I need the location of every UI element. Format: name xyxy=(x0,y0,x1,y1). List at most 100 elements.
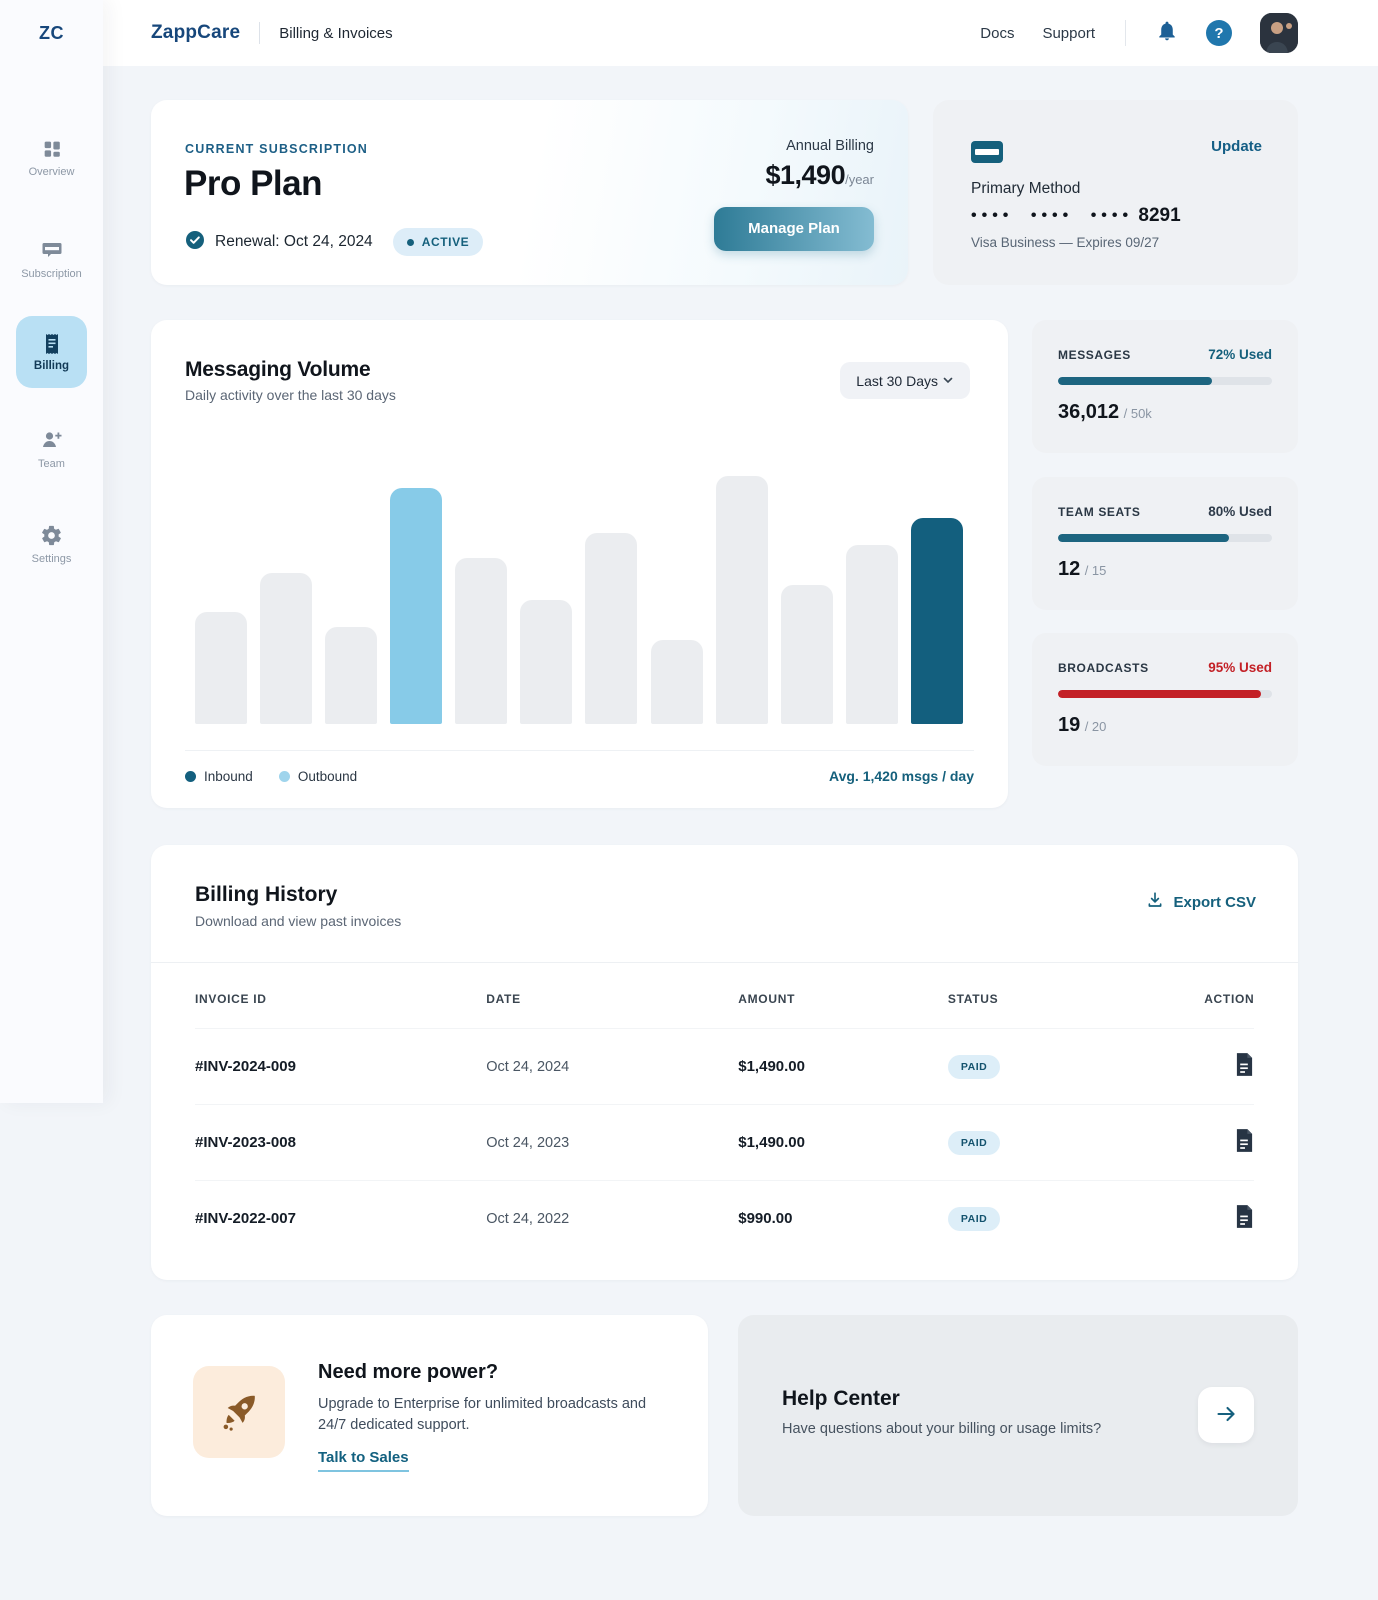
plan-name: Pro Plan xyxy=(184,164,322,203)
column-date: DATE xyxy=(486,992,521,1006)
sidebar-item-team[interactable]: Team xyxy=(0,428,103,470)
monitor-icon xyxy=(40,238,64,262)
support-link[interactable]: Support xyxy=(1042,24,1095,42)
invoice-date: Oct 24, 2024 xyxy=(486,1058,570,1075)
upsell-card: Need more power? Upgrade to Enterprise f… xyxy=(151,1315,708,1516)
card-details: Visa Business — Expires 09/27 xyxy=(971,235,1160,250)
sidebar-item-label: Overview xyxy=(28,166,75,178)
bar xyxy=(455,557,508,724)
column-action: ACTION xyxy=(1204,992,1255,1006)
talk-to-sales-link[interactable]: Talk to Sales xyxy=(318,1449,409,1472)
sidebar-item-label: Billing xyxy=(33,360,70,372)
sidebar-item-overview[interactable]: Overview xyxy=(0,138,103,178)
page-title: Billing & Invoices xyxy=(279,24,393,42)
bar xyxy=(715,476,768,724)
renewal-date: Renewal: Oct 24, 2024 xyxy=(215,233,373,250)
download-invoice-button[interactable] xyxy=(1235,1052,1254,1079)
avatar[interactable] xyxy=(1260,13,1298,53)
usage-limit: / 50k xyxy=(1123,406,1152,421)
invoice-amount: $990.00 xyxy=(738,1210,793,1227)
invoice-amount: $1,490.00 xyxy=(738,1134,805,1151)
bar xyxy=(845,545,898,724)
chart-title: Messaging Volume xyxy=(185,358,371,381)
divider xyxy=(151,962,1298,963)
usage-value: 36,012 xyxy=(1058,401,1120,423)
column-amount: AMOUNT xyxy=(738,992,796,1006)
chart-subtitle: Daily activity over the last 30 days xyxy=(185,387,396,403)
bell-icon[interactable] xyxy=(1156,20,1178,47)
bar-outbound xyxy=(390,488,443,724)
legend-outbound: Outbound xyxy=(278,769,357,784)
bar-inbound xyxy=(910,518,963,724)
sidebar-item-billing[interactable]: Billing xyxy=(16,316,87,388)
gear-icon xyxy=(40,524,63,547)
daily-average: Avg. 1,420 msgs / day xyxy=(829,768,974,784)
table-row: #INV-2023-008 Oct 24, 2023 $1,490.00 PAI… xyxy=(195,1104,1254,1180)
help-center-arrow-button[interactable] xyxy=(1198,1387,1254,1443)
card-last4: 8291 xyxy=(1138,205,1181,226)
sidebar-item-subscription[interactable]: Subscription xyxy=(0,238,103,280)
usage-value: 12 xyxy=(1058,558,1081,580)
bar xyxy=(585,533,638,724)
usage-label: MESSAGES xyxy=(1058,348,1131,362)
help-center-title: Help Center xyxy=(782,1387,900,1410)
help-icon[interactable]: ? xyxy=(1206,20,1232,46)
chart-footer: Inbound Outbound Avg. 1,420 msgs / day xyxy=(185,750,974,784)
invoice-id: #INV-2022-007 xyxy=(195,1210,296,1227)
progress-track xyxy=(1058,377,1272,385)
grid-icon xyxy=(41,138,63,160)
paid-badge: PAID xyxy=(947,1054,1001,1079)
check-circle-icon xyxy=(185,230,205,255)
chevron-down-icon xyxy=(942,373,954,389)
legend-inbound: Inbound xyxy=(185,769,253,784)
receipt-icon xyxy=(40,332,64,356)
arrow-right-icon xyxy=(1214,1402,1238,1429)
sidebar-item-settings[interactable]: Settings xyxy=(0,524,103,565)
usage-card-broadcasts: BROADCASTS 95% Used 19 / 20 xyxy=(1032,633,1298,766)
update-payment-link[interactable]: Update xyxy=(1211,138,1262,155)
progress-fill xyxy=(1058,690,1262,698)
invoice-date: Oct 24, 2023 xyxy=(486,1134,570,1151)
table-row: #INV-2024-009 Oct 24, 2024 $1,490.00 PAI… xyxy=(195,1028,1254,1104)
invoice-date: Oct 24, 2022 xyxy=(486,1210,570,1227)
column-invoice-id: INVOICE ID xyxy=(195,992,267,1006)
inbound-dot-icon xyxy=(185,770,196,782)
payment-method-card: Update Primary Method •••• •••• •••• 829… xyxy=(933,100,1298,285)
progress-fill xyxy=(1058,377,1213,385)
sidebar-item-label: Subscription xyxy=(21,268,82,280)
bar xyxy=(195,612,247,724)
download-icon xyxy=(1146,891,1164,913)
export-csv-button[interactable]: Export CSV xyxy=(1146,891,1256,913)
usage-percent: 72% Used xyxy=(1208,347,1272,362)
help-center-card: Help Center Have questions about your bi… xyxy=(738,1315,1298,1516)
docs-link[interactable]: Docs xyxy=(980,24,1015,42)
rocket-icon xyxy=(193,1366,285,1458)
header-divider xyxy=(259,22,261,44)
table-row: #INV-2022-007 Oct 24, 2022 $990.00 PAID xyxy=(195,1180,1254,1256)
brand-name: ZappCare xyxy=(151,22,241,43)
paid-badge: PAID xyxy=(947,1130,1001,1155)
status-dot-icon xyxy=(406,238,414,246)
download-invoice-button[interactable] xyxy=(1235,1204,1254,1231)
payment-method-title: Primary Method xyxy=(971,180,1081,197)
download-invoice-button[interactable] xyxy=(1235,1128,1254,1155)
outbound-dot-icon xyxy=(278,770,290,782)
manage-plan-button[interactable]: Manage Plan xyxy=(714,207,874,251)
topbar: ZappCare Billing & Invoices Docs Support… xyxy=(103,0,1378,66)
progress-track xyxy=(1058,690,1272,698)
progress-fill xyxy=(1058,534,1230,542)
invoices-table: INVOICE ID DATE AMOUNT STATUS ACTION #IN… xyxy=(195,962,1254,1256)
help-center-subtitle: Have questions about your billing or usa… xyxy=(782,1421,1102,1437)
bar xyxy=(260,572,313,724)
messaging-volume-card: Messaging Volume Daily activity over the… xyxy=(151,320,1008,808)
usage-label: TEAM SEATS xyxy=(1058,505,1141,519)
bar xyxy=(780,585,833,724)
date-range-dropdown[interactable]: Last 30 Days xyxy=(840,362,970,399)
upsell-title: Need more power? xyxy=(318,1361,499,1383)
current-subscription-card: CURRENT SUBSCRIPTION Pro Plan Renewal: O… xyxy=(151,100,908,285)
usage-card-team-seats: TEAM SEATS 80% Used 12 / 15 xyxy=(1032,477,1298,610)
bar xyxy=(325,627,378,724)
bar xyxy=(650,639,703,724)
bar-chart xyxy=(195,476,963,724)
status-badge: ACTIVE xyxy=(392,228,484,256)
